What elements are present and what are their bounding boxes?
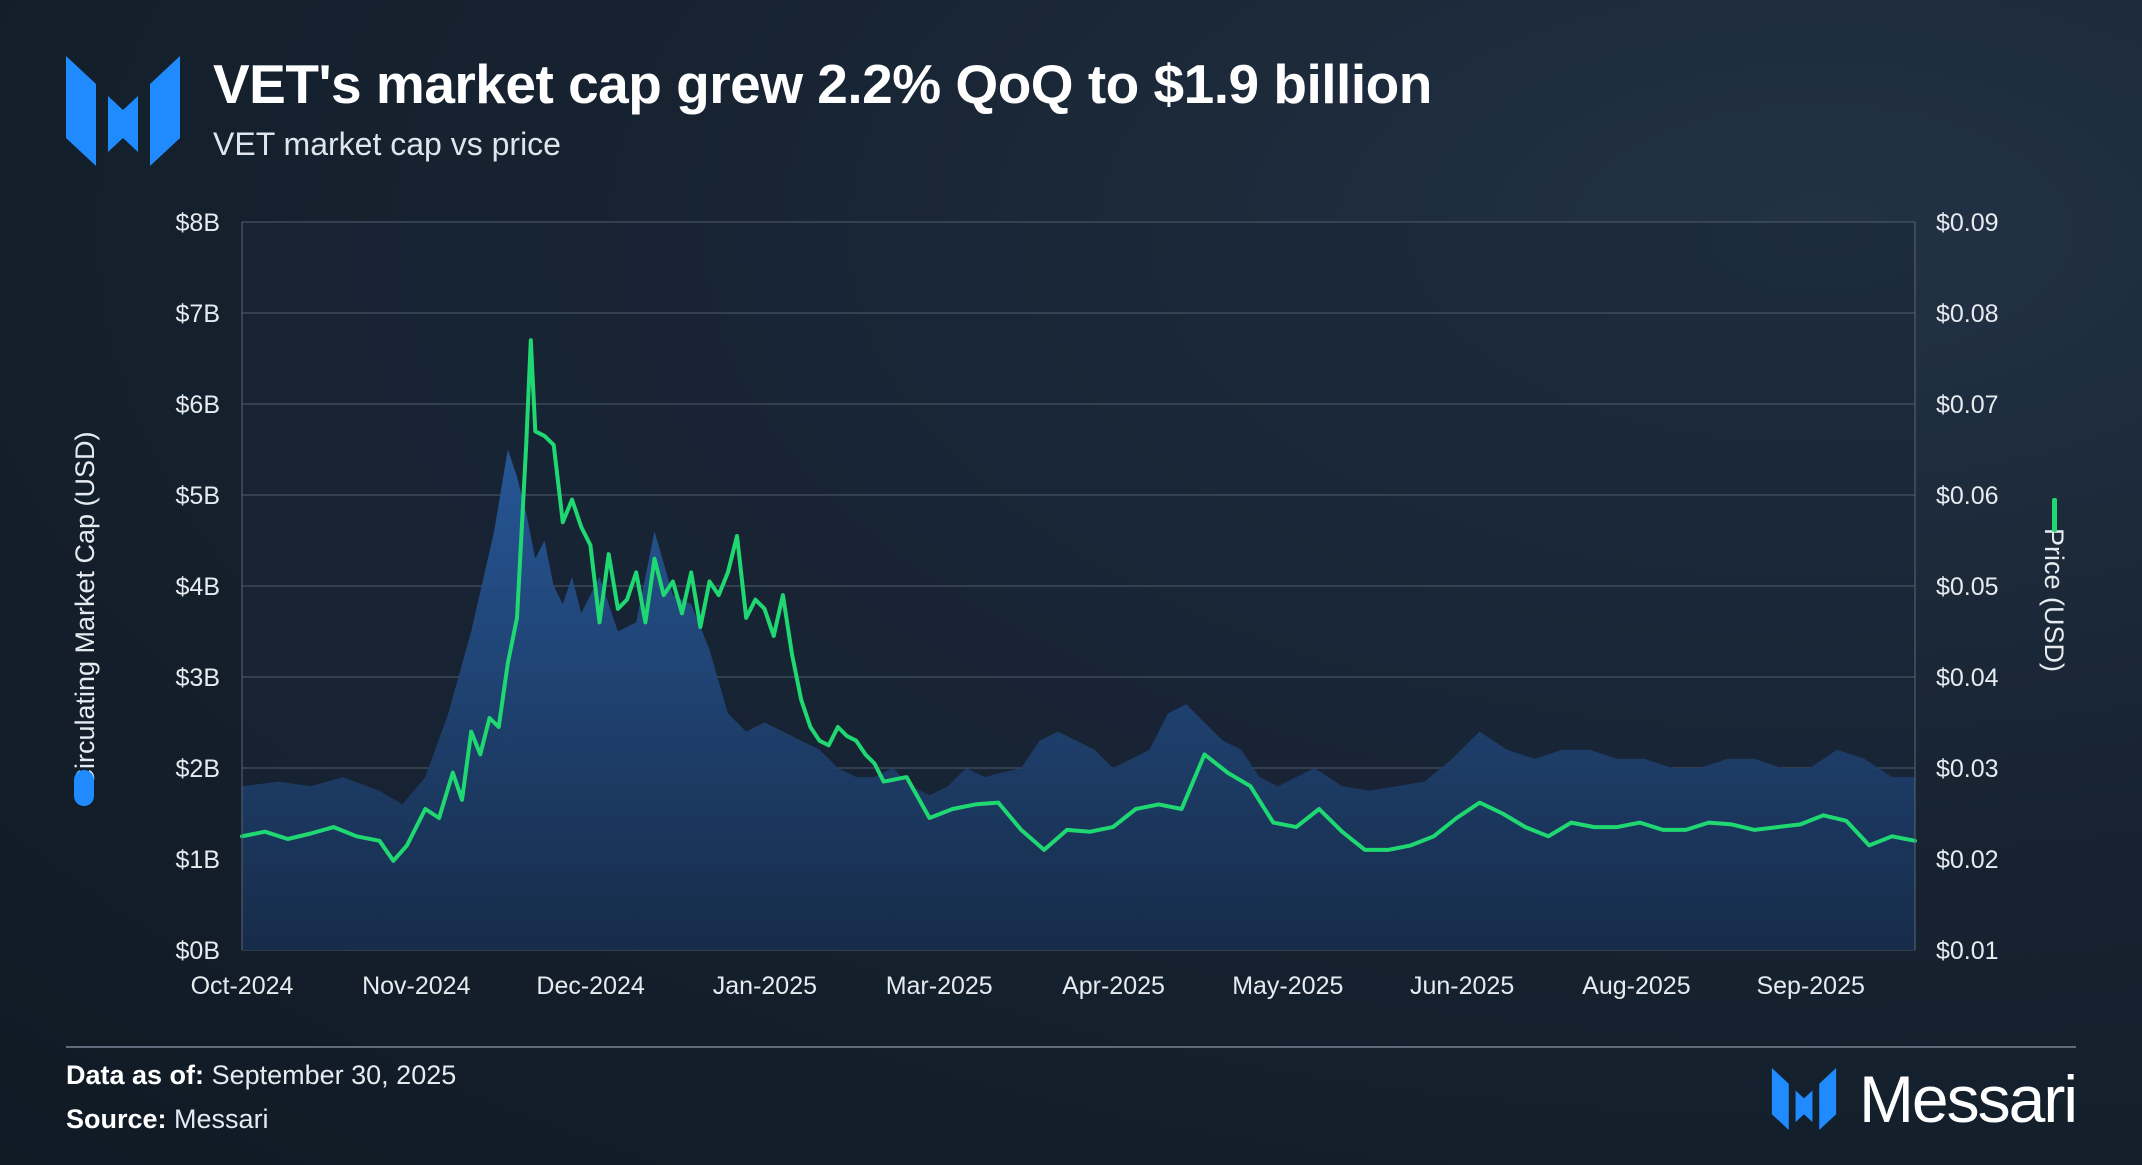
footer-divider (66, 1046, 2076, 1048)
price-line (240, 338, 1917, 863)
source-label: Source: (66, 1104, 167, 1134)
left-tick-label: $3B (176, 664, 220, 692)
left-axis-title: Circulating Market Cap (USD) (70, 431, 100, 788)
x-tick-label: Jan-2025 (713, 972, 817, 1000)
page-title: VET's market cap grew 2.2% QoQ to $1.9 b… (213, 53, 1432, 115)
x-tick-label: Apr-2025 (1062, 972, 1165, 1000)
source: Source: Messari (66, 1104, 269, 1135)
right-tick-label: $0.09 (1936, 209, 1999, 237)
left-tick-label: $6B (176, 391, 220, 419)
messari-logo-icon (66, 56, 180, 166)
brand-lockup: Messari (1771, 1062, 2078, 1136)
right-tick-label: $0.04 (1936, 664, 1999, 692)
x-tick-label: Mar-2025 (886, 972, 993, 1000)
source-value: Messari (174, 1104, 269, 1134)
x-tick-label: May-2025 (1232, 972, 1343, 1000)
left-tick-label: $4B (176, 573, 220, 601)
left-tick-label: $8B (176, 209, 220, 237)
left-tick-label: $5B (176, 482, 220, 510)
left-tick-label: $7B (176, 300, 220, 328)
data-as-of-value: September 30, 2025 (211, 1060, 457, 1090)
right-axis-ticks: $0.01 $0.02 $0.03 $0.04 $0.05 $0.06 $0.07 $0.08… (1936, 209, 1999, 965)
data-as-of: Data as of: September 30, 2025 (66, 1060, 456, 1091)
left-axis-label: Circulating Market Cap (USD) (70, 431, 100, 788)
price-legend-swatch (2052, 498, 2057, 532)
page-subtitle: VET market cap vs price (213, 126, 561, 162)
x-tick-label: Oct-2024 (191, 972, 294, 1000)
right-tick-label: $0.06 (1936, 482, 1999, 510)
x-tick-label: Dec-2024 (536, 972, 644, 1000)
right-tick-label: $0.05 (1936, 573, 1999, 601)
right-tick-label: $0.03 (1936, 755, 1999, 783)
right-axis-title: Price (USD) (2039, 528, 2069, 672)
right-axis-label: Price (USD) (2039, 528, 2069, 672)
right-tick-label: $0.01 (1936, 937, 1999, 965)
x-tick-label: Jun-2025 (1410, 972, 1514, 1000)
messari-brand-icon (1771, 1068, 1837, 1130)
x-tick-label: Aug-2025 (1582, 972, 1690, 1000)
brand-name: Messari (1858, 1062, 2078, 1136)
left-tick-label: $2B (176, 755, 220, 783)
right-tick-label: $0.02 (1936, 846, 1999, 874)
x-tick-label: Nov-2024 (362, 972, 470, 1000)
right-tick-label: $0.07 (1936, 391, 1999, 419)
left-tick-label: $1B (176, 846, 220, 874)
right-tick-label: $0.08 (1936, 300, 1999, 328)
x-tick-label: Sep-2025 (1756, 972, 1864, 1000)
market-cap-legend-swatch (74, 770, 94, 806)
left-tick-label: $0B (176, 937, 220, 965)
x-axis-ticks: Oct-2024 Nov-2024 Dec-2024 Jan-2025 Mar-2025… (191, 972, 1865, 1000)
data-as-of-label: Data as of: (66, 1060, 205, 1090)
left-axis-ticks: $0B $1B $2B $3B $4B $5B $6B $7B $8B (176, 209, 220, 965)
